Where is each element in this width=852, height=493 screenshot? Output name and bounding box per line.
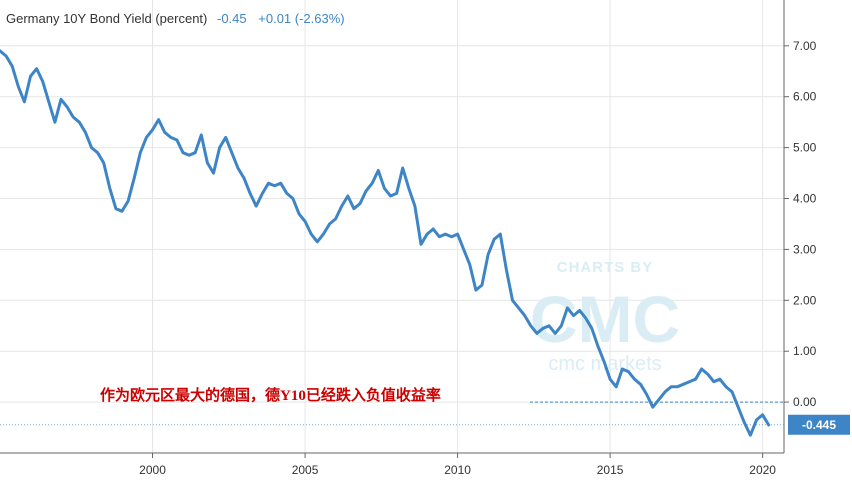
chart-header: Germany 10Y Bond Yield (percent) -0.45 +…: [6, 11, 345, 26]
x-tick-label: 2000: [139, 463, 166, 477]
watermark-top-text: CHARTS BY: [557, 259, 654, 276]
x-tick-label: 2005: [292, 463, 319, 477]
y-tick-label: 1.00: [793, 344, 817, 358]
y-tick-label: 7.00: [793, 39, 817, 53]
last-value-badge: -0.445: [788, 414, 850, 435]
series-line-yield: [0, 49, 771, 437]
y-tick-label: 3.00: [793, 242, 817, 256]
y-tick-label: 2.00: [793, 293, 817, 307]
last-value-text: -0.45: [217, 11, 247, 26]
y-tick-label: 5.00: [793, 141, 817, 155]
y-tick-labels: 0.00 1.00 2.00 3.00 4.00 5.00 6.00 7.00: [784, 39, 817, 409]
grid-lines: [0, 0, 784, 453]
last-value-badge-box: [788, 414, 850, 435]
x-tick-label: 2010: [444, 463, 471, 477]
chart-title: Germany 10Y Bond Yield (percent): [6, 11, 207, 26]
x-tick-label: 2020: [749, 463, 776, 477]
x-tick-labels: 2000 2005 2010 2015 2020: [139, 453, 776, 477]
y-tick-label: 0.00: [793, 395, 817, 409]
y-tick-label: 6.00: [793, 90, 817, 104]
watermark-logo-text: CMC: [530, 282, 680, 356]
y-tick-label: 4.00: [793, 192, 817, 206]
change-text: +0.01 (-2.63%): [258, 11, 344, 26]
watermark: CHARTS BY CMC cmc markets: [530, 259, 680, 375]
last-value-badge-text: -0.445: [802, 418, 836, 432]
x-tick-label: 2015: [597, 463, 624, 477]
annotation-text: 作为欧元区最大的德国，德Y10已经跌入负值收益率: [100, 386, 441, 404]
